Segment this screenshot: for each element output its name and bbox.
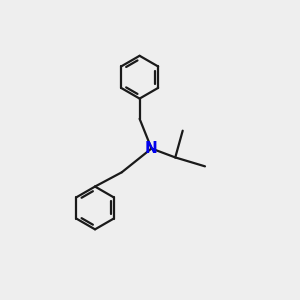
Text: N: N bbox=[145, 141, 158, 156]
